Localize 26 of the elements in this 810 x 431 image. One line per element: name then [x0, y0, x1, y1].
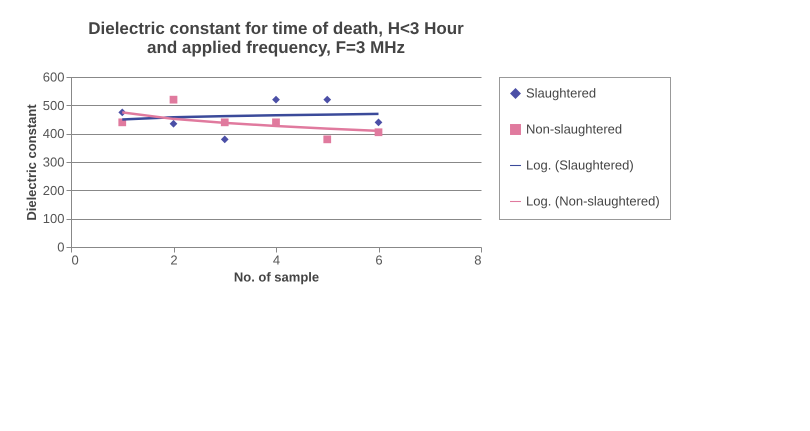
legend-label: Log. (Non-slaughtered) [526, 194, 660, 208]
x-tick-label: 2 [170, 252, 178, 268]
point [170, 120, 178, 128]
y-tick-label: 600 [42, 70, 64, 84]
y-tick-label: 0 [57, 240, 64, 254]
x-tick-label: 0 [72, 252, 79, 268]
point [323, 135, 332, 144]
point [323, 96, 332, 104]
x-tick-label: 6 [375, 252, 383, 268]
y-tick-label: 100 [42, 211, 64, 226]
point [272, 96, 280, 104]
x-tick-label: 8 [474, 252, 482, 268]
point [220, 135, 229, 144]
legend-label: Slaughtered [526, 86, 596, 100]
y-tick-label: 400 [42, 126, 64, 142]
chart-title: Dielectric constant for time of death, H<3 Hour and applied frequency, F=3 MHz [88, 19, 464, 57]
legend-label: Non-slaughtered [526, 122, 622, 136]
y-axis-title: Dielectric constant [24, 104, 39, 221]
point [374, 118, 382, 126]
legend-label: Log. (Slaughtered) [526, 158, 634, 172]
y-tick-label: 300 [42, 154, 64, 170]
point [170, 96, 178, 104]
y-tick-label: 200 [42, 182, 64, 198]
x-axis-title: No. of sample [234, 270, 320, 284]
y-tick-label: 500 [42, 98, 64, 113]
x-tick-label: 4 [272, 252, 280, 268]
